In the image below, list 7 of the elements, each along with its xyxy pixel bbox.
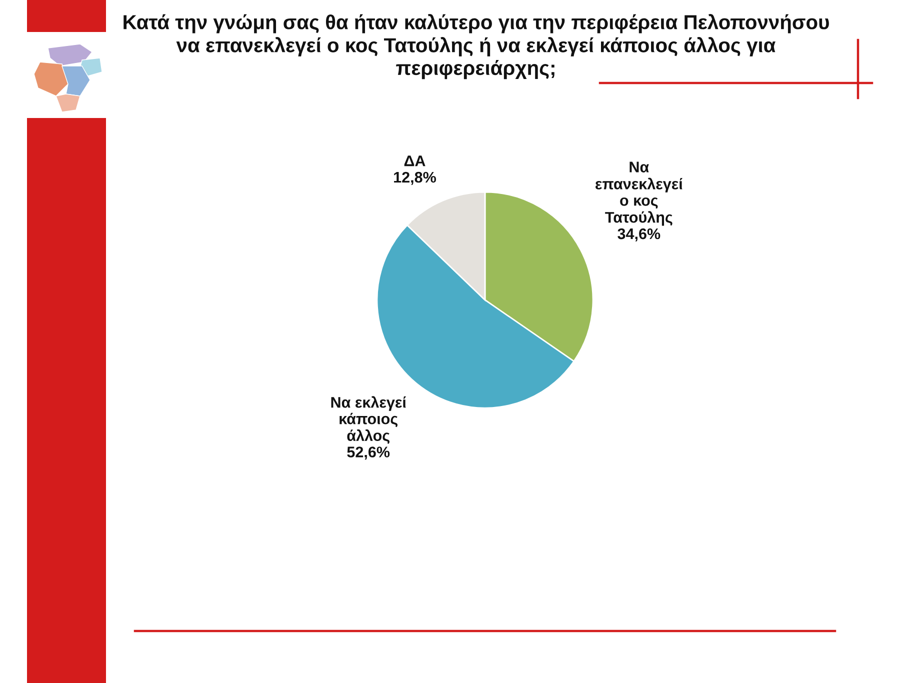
slice-label: ΔΑ: [404, 156, 426, 166]
slice-label: Να επανεκλεγεί ο κος Τατούλης: [596, 162, 682, 226]
chart-title: Κατά την γνώμη σας θα ήταν καλύτερο για την περιφέρεια Πελοποννήσου να επανεκλεγεί ο κος Τατούλης ή να εκλεγεί κάποιος άλλος για περιφερειάρχης;: [124, 14, 829, 80]
data-label: 34,6%: [618, 228, 660, 242]
data-label: 12,8%: [394, 172, 436, 185]
slice-label: Να εκλεγεί κάποιος άλλος: [331, 396, 406, 444]
data-label: 52,6%: [347, 446, 390, 460]
